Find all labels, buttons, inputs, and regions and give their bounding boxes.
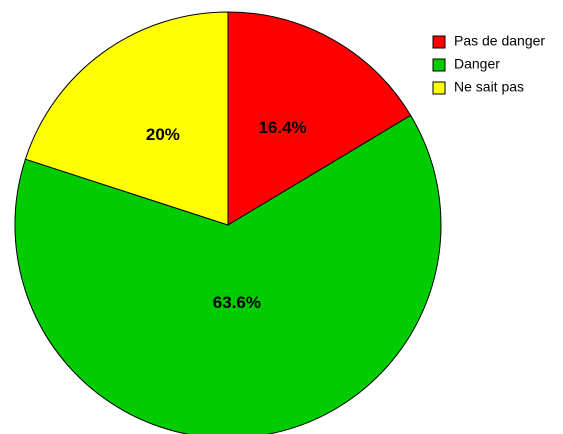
legend-label: Ne sait pas — [454, 79, 524, 95]
legend-swatch — [432, 81, 446, 95]
legend-label: Pas de danger — [454, 33, 545, 49]
legend-label: Danger — [454, 56, 500, 72]
pie-slice — [24, 11, 229, 226]
legend-swatch — [432, 35, 446, 49]
slice-label: 20% — [146, 125, 180, 144]
slice-label: 63.6% — [213, 293, 261, 312]
slice-label: 16.4% — [258, 118, 306, 137]
pie-slice — [14, 114, 442, 434]
pie-slice — [227, 11, 412, 226]
legend-swatch — [432, 58, 446, 72]
